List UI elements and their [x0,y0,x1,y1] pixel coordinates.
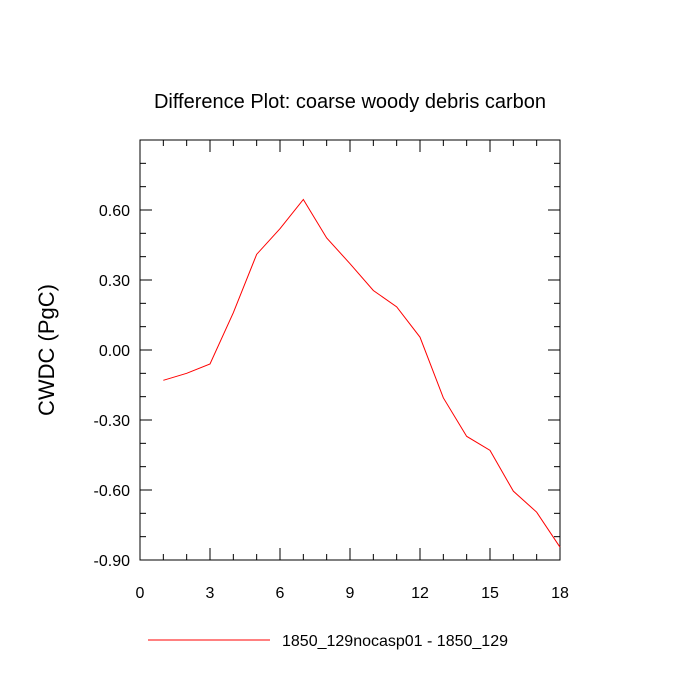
y-tick-label: -0.30 [94,413,131,430]
x-tick-label: 9 [346,585,355,602]
chart-title: Difference Plot: coarse woody debris car… [154,91,546,113]
series-line [163,198,561,548]
x-tick-label: 3 [206,585,215,602]
x-axis: 0 3 6 9 12 15 18 [136,140,569,602]
y-axis-label: CWDC (PgC) [34,284,59,416]
plot-frame [139,139,561,561]
x-tick-label: 18 [551,585,569,602]
y-tick-label: -0.60 [94,483,131,500]
x-tick-label: 12 [411,585,429,602]
y-tick-label: 0.00 [99,343,130,360]
x-tick-label: 0 [136,585,145,602]
series-layer [163,198,561,548]
x-tick-label: 15 [481,585,499,602]
y-tick-label: -0.90 [94,553,131,570]
y-tick-label: 0.30 [99,273,130,290]
legend: 1850_129nocasp01 - 1850_129 [148,633,508,650]
y-tick-label: 0.60 [99,203,130,220]
y-axis: -0.90 -0.60 -0.30 0.00 0.30 0.60 [94,162,560,570]
x-tick-label: 6 [276,585,285,602]
legend-label: 1850_129nocasp01 - 1850_129 [282,633,508,650]
